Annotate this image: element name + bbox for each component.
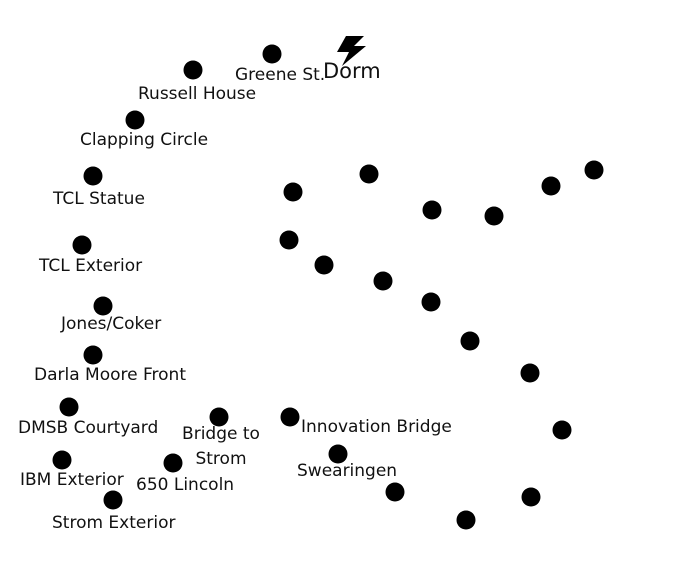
stop-tcl-statue[interactable] <box>83 166 103 186</box>
stop-unlabeled[interactable] <box>584 160 604 180</box>
label-bridge-to-strom-line2: Strom <box>195 449 246 469</box>
stop-clapping-circle[interactable] <box>125 110 145 130</box>
label-darla-moore-front: Darla Moore Front <box>34 365 186 385</box>
label-ibm-exterior: IBM Exterior <box>20 470 124 490</box>
stop-unlabeled[interactable] <box>385 482 405 502</box>
stop-unlabeled[interactable] <box>421 292 441 312</box>
stop-russell-house[interactable] <box>183 60 203 80</box>
stop-unlabeled[interactable] <box>460 331 480 351</box>
stop-bridge-to-strom[interactable] <box>209 407 229 427</box>
stop-unlabeled[interactable] <box>283 182 303 202</box>
stop-unlabeled[interactable] <box>422 200 442 220</box>
stop-tcl-exterior[interactable] <box>72 235 92 255</box>
label-tcl-statue: TCL Statue <box>52 189 145 209</box>
label-swearingen: Swearingen <box>297 461 397 481</box>
stop-swearingen[interactable] <box>328 444 348 464</box>
label-tcl-exterior: TCL Exterior <box>38 256 142 276</box>
label-jones-coker: Jones/Coker <box>60 314 161 334</box>
label-dmsb-courtyard: DMSB Courtyard <box>18 418 158 438</box>
stop-unlabeled[interactable] <box>541 176 561 196</box>
label-innovation-bridge: Innovation Bridge <box>301 417 452 437</box>
dorm-label: Dorm <box>323 59 381 83</box>
stop-greene-st[interactable] <box>262 44 282 64</box>
stop-unlabeled[interactable] <box>520 363 540 383</box>
stop-unlabeled[interactable] <box>552 420 572 440</box>
stop-unlabeled[interactable] <box>373 271 393 291</box>
label-650-lincoln: 650 Lincoln <box>136 475 234 495</box>
stop-dmsb-courtyard[interactable] <box>59 397 79 417</box>
stop-unlabeled[interactable] <box>279 230 299 250</box>
lightning-bolt-icon <box>337 36 366 66</box>
stop-unlabeled[interactable] <box>359 164 379 184</box>
label-clapping-circle: Clapping Circle <box>80 130 208 150</box>
label-russell-house: Russell House <box>138 84 256 104</box>
label-strom-exterior: Strom Exterior <box>52 513 175 533</box>
label-greene-st: Greene St. <box>235 65 325 85</box>
stop-unlabeled[interactable] <box>456 510 476 530</box>
stop-strom-exterior[interactable] <box>103 490 123 510</box>
label-bridge-to-strom-line1: Bridge to <box>182 424 260 444</box>
stop-darla-moore-front[interactable] <box>83 345 103 365</box>
stop-unlabeled[interactable] <box>521 487 541 507</box>
stop-unlabeled[interactable] <box>484 206 504 226</box>
stop-innovation-bridge[interactable] <box>280 407 300 427</box>
stop-650-lincoln[interactable] <box>163 453 183 473</box>
stop-unlabeled[interactable] <box>314 255 334 275</box>
stop-ibm-exterior[interactable] <box>52 450 72 470</box>
stop-jones-coker[interactable] <box>93 296 113 316</box>
